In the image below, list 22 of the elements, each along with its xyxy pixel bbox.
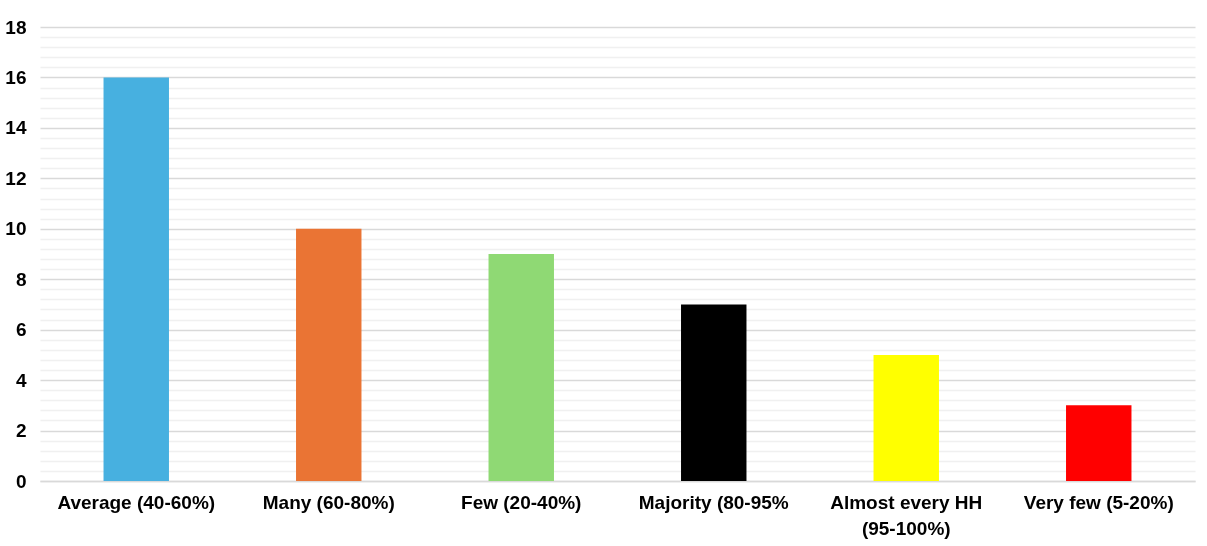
y-tick-label: 8 <box>15 268 27 290</box>
bar <box>681 304 747 481</box>
y-tick-label: 0 <box>15 470 27 492</box>
y-tick-label: 18 <box>5 16 27 38</box>
y-tick-label: 6 <box>15 319 27 341</box>
bar <box>296 228 362 481</box>
y-tick-label: 16 <box>5 66 27 88</box>
y-tick-label: 2 <box>15 420 27 442</box>
x-tick-label: Few (20-40%) <box>461 491 582 513</box>
y-tick-label: 14 <box>5 117 27 139</box>
x-tick-label: Almost every HH (95-100%) <box>830 491 983 539</box>
bar <box>873 354 939 481</box>
bar <box>103 77 169 481</box>
y-tick-label: 10 <box>5 218 27 240</box>
x-tick-label: Average (40-60%) <box>57 491 216 513</box>
bar <box>1066 405 1132 481</box>
x-tick-label: Many (60-80%) <box>262 491 395 513</box>
x-tick-label: Majority (80-95% <box>638 491 789 513</box>
bar <box>488 254 554 481</box>
y-tick-label: 4 <box>15 369 27 391</box>
y-tick-label: 12 <box>5 167 27 189</box>
x-tick-label: Very few (5-20%) <box>1023 491 1174 513</box>
